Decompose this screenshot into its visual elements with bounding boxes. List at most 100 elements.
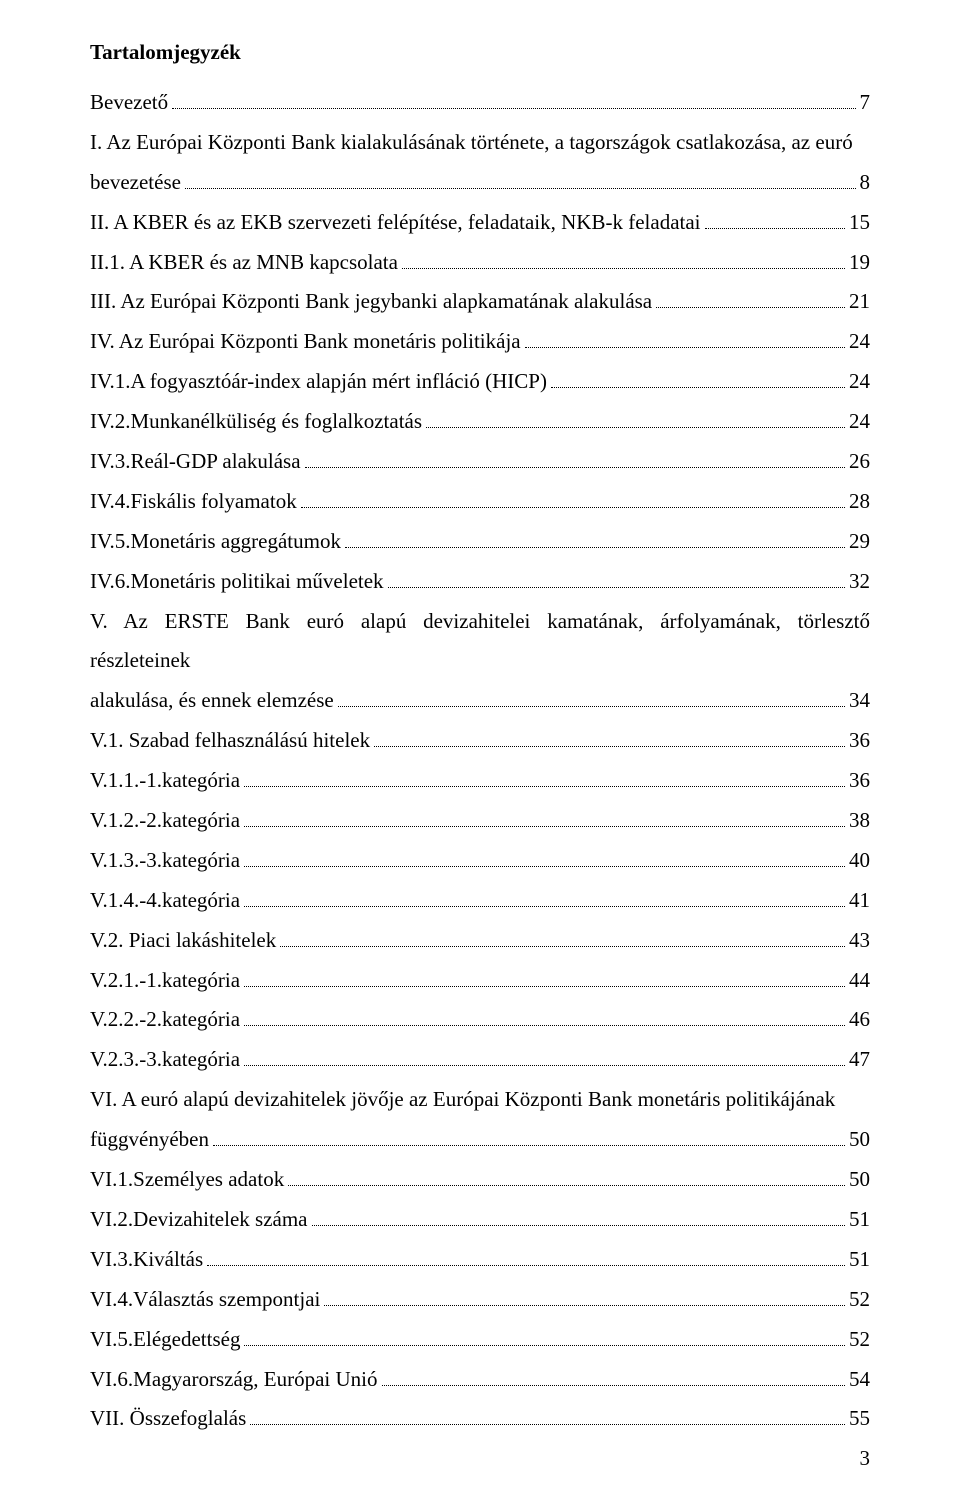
toc-leader bbox=[305, 467, 845, 468]
toc-entry-label: IV. Az Európai Központi Bank monetáris p… bbox=[90, 322, 521, 362]
toc-entry-label: IV.4.Fiskális folyamatok bbox=[90, 482, 297, 522]
toc-entry-label: IV.2.Munkanélküliség és foglalkoztatás bbox=[90, 402, 422, 442]
toc-entry-label: VI.6.Magyarország, Európai Unió bbox=[90, 1360, 378, 1400]
toc-entry-page: 51 bbox=[849, 1240, 870, 1280]
toc-entry-page: 38 bbox=[849, 801, 870, 841]
toc-leader bbox=[207, 1265, 845, 1266]
toc-entry-label2: alakulása, és ennek elemzése bbox=[90, 681, 334, 721]
toc-entry[interactable]: I. Az Európai Központi Bank kialakulásán… bbox=[90, 123, 870, 203]
toc-entry[interactable]: V.2.1.-1.kategória 44 bbox=[90, 961, 870, 1001]
toc-entry-page: 40 bbox=[849, 841, 870, 881]
toc-leader bbox=[244, 1025, 845, 1026]
toc-entry[interactable]: IV.2.Munkanélküliség és foglalkoztatás24 bbox=[90, 402, 870, 442]
toc-entry-label: Bevezető bbox=[90, 83, 168, 123]
toc-entry[interactable]: VI.5.Elégedettség 52 bbox=[90, 1320, 870, 1360]
toc-entry-label: V.1.2.-2.kategória bbox=[90, 801, 240, 841]
toc-entry[interactable]: V.1. Szabad felhasználású hitelek36 bbox=[90, 721, 870, 761]
toc-entry-label: VI.5.Elégedettség bbox=[90, 1320, 240, 1360]
toc-entry[interactable]: VII. Összefoglalás55 bbox=[90, 1399, 870, 1439]
toc-entry-page: 46 bbox=[849, 1000, 870, 1040]
toc-entry-page: 51 bbox=[849, 1200, 870, 1240]
toc-entry-label: V.2.2.-2.kategória bbox=[90, 1000, 240, 1040]
toc-entry-label: III. Az Európai Központi Bank jegybanki … bbox=[90, 282, 652, 322]
toc-entry[interactable]: VI.2.Devizahitelek száma51 bbox=[90, 1200, 870, 1240]
toc-entry-page: 24 bbox=[849, 322, 870, 362]
toc-leader bbox=[250, 1424, 845, 1425]
toc-entry[interactable]: V. Az ERSTE Bank euró alapú devizahitele… bbox=[90, 602, 870, 722]
toc-entry-page: 26 bbox=[849, 442, 870, 482]
toc-entry[interactable]: Bevezető 7 bbox=[90, 83, 870, 123]
toc-list: Bevezető 7I. Az Európai Központi Bank kia… bbox=[90, 83, 870, 1439]
toc-entry[interactable]: II.1. A KBER és az MNB kapcsolata 19 bbox=[90, 243, 870, 283]
toc-leader bbox=[551, 387, 845, 388]
toc-entry-label: IV.6.Monetáris politikai műveletek bbox=[90, 562, 384, 602]
toc-entry[interactable]: IV.4.Fiskális folyamatok 28 bbox=[90, 482, 870, 522]
toc-entry[interactable]: III. Az Európai Központi Bank jegybanki … bbox=[90, 282, 870, 322]
toc-entry[interactable]: VI.4.Választás szempontjai52 bbox=[90, 1280, 870, 1320]
toc-entry-page: 8 bbox=[860, 163, 871, 203]
toc-entry[interactable]: V.1.1.-1.kategória36 bbox=[90, 761, 870, 801]
toc-entry-page: 24 bbox=[849, 362, 870, 402]
toc-entry-label: VI. A euró alapú devizahitelek jövője az… bbox=[90, 1080, 870, 1120]
toc-entry[interactable]: V.2. Piaci lakáshitelek43 bbox=[90, 921, 870, 961]
toc-entry-line2: alakulása, és ennek elemzése 34 bbox=[90, 681, 870, 721]
toc-entry-page: 15 bbox=[849, 203, 870, 243]
toc-entry[interactable]: V.1.2.-2.kategória 38 bbox=[90, 801, 870, 841]
toc-entry-label: VI.1.Személyes adatok bbox=[90, 1160, 284, 1200]
toc-entry-page: 28 bbox=[849, 482, 870, 522]
toc-leader bbox=[244, 866, 845, 867]
toc-entry-label: I. Az Európai Központi Bank kialakulásán… bbox=[90, 123, 870, 163]
toc-entry-page: 54 bbox=[849, 1360, 870, 1400]
toc-entry-label: V.1.4.-4.kategória bbox=[90, 881, 240, 921]
toc-entry-label2: függvényében bbox=[90, 1120, 209, 1160]
toc-entry[interactable]: IV.5.Monetáris aggregátumok29 bbox=[90, 522, 870, 562]
toc-entry-label: V.2.1.-1.kategória bbox=[90, 961, 240, 1001]
toc-entry-line2: bevezetése8 bbox=[90, 163, 870, 203]
toc-entry-page: 34 bbox=[849, 681, 870, 721]
toc-leader bbox=[301, 507, 845, 508]
toc-leader bbox=[374, 746, 845, 747]
toc-entry[interactable]: IV.1.A fogyasztóár-index alapján mért in… bbox=[90, 362, 870, 402]
toc-entry[interactable]: V.1.3.-3.kategória40 bbox=[90, 841, 870, 881]
toc-leader bbox=[244, 826, 845, 827]
toc-entry[interactable]: VI.3.Kiváltás 51 bbox=[90, 1240, 870, 1280]
toc-leader bbox=[525, 347, 845, 348]
toc-leader bbox=[213, 1145, 845, 1146]
toc-entry[interactable]: VI.6.Magyarország, Európai Unió 54 bbox=[90, 1360, 870, 1400]
toc-entry-page: 36 bbox=[849, 721, 870, 761]
toc-entry[interactable]: IV. Az Európai Központi Bank monetáris p… bbox=[90, 322, 870, 362]
toc-entry-page: 52 bbox=[849, 1320, 870, 1360]
toc-leader bbox=[244, 786, 845, 787]
toc-entry-line2: függvényében50 bbox=[90, 1120, 870, 1160]
toc-entry-page: 19 bbox=[849, 243, 870, 283]
toc-entry[interactable]: IV.6.Monetáris politikai műveletek32 bbox=[90, 562, 870, 602]
toc-leader bbox=[388, 587, 845, 588]
toc-entry-label: VII. Összefoglalás bbox=[90, 1399, 246, 1439]
toc-entry[interactable]: VI. A euró alapú devizahitelek jövője az… bbox=[90, 1080, 870, 1160]
toc-leader bbox=[338, 706, 845, 707]
toc-entry-label: V.2.3.-3.kategória bbox=[90, 1040, 240, 1080]
toc-entry-label: VI.3.Kiváltás bbox=[90, 1240, 203, 1280]
toc-entry[interactable]: VI.1.Személyes adatok50 bbox=[90, 1160, 870, 1200]
toc-leader bbox=[705, 228, 845, 229]
toc-entry-label: IV.3.Reál-GDP alakulása bbox=[90, 442, 301, 482]
toc-entry[interactable]: V.2.2.-2.kategória 46 bbox=[90, 1000, 870, 1040]
toc-entry-label: V. Az ERSTE Bank euró alapú devizahitele… bbox=[90, 602, 870, 682]
toc-title: Tartalomjegyzék bbox=[90, 40, 870, 65]
toc-entry-label: IV.1.A fogyasztóár-index alapján mért in… bbox=[90, 362, 547, 402]
toc-entry[interactable]: II. A KBER és az EKB szervezeti felépíté… bbox=[90, 203, 870, 243]
toc-entry-page: 7 bbox=[860, 83, 871, 123]
toc-entry-page: 47 bbox=[849, 1040, 870, 1080]
toc-entry-label: II.1. A KBER és az MNB kapcsolata bbox=[90, 243, 398, 283]
toc-entry-label: II. A KBER és az EKB szervezeti felépíté… bbox=[90, 203, 701, 243]
toc-entry-page: 44 bbox=[849, 961, 870, 1001]
toc-leader bbox=[426, 427, 845, 428]
toc-leader bbox=[345, 547, 845, 548]
toc-leader bbox=[185, 188, 856, 189]
toc-leader bbox=[312, 1225, 846, 1226]
toc-entry[interactable]: V.1.4.-4.kategória41 bbox=[90, 881, 870, 921]
toc-entry-page: 29 bbox=[849, 522, 870, 562]
toc-leader bbox=[244, 1345, 845, 1346]
toc-entry[interactable]: IV.3.Reál-GDP alakulása 26 bbox=[90, 442, 870, 482]
toc-entry[interactable]: V.2.3.-3.kategória 47 bbox=[90, 1040, 870, 1080]
